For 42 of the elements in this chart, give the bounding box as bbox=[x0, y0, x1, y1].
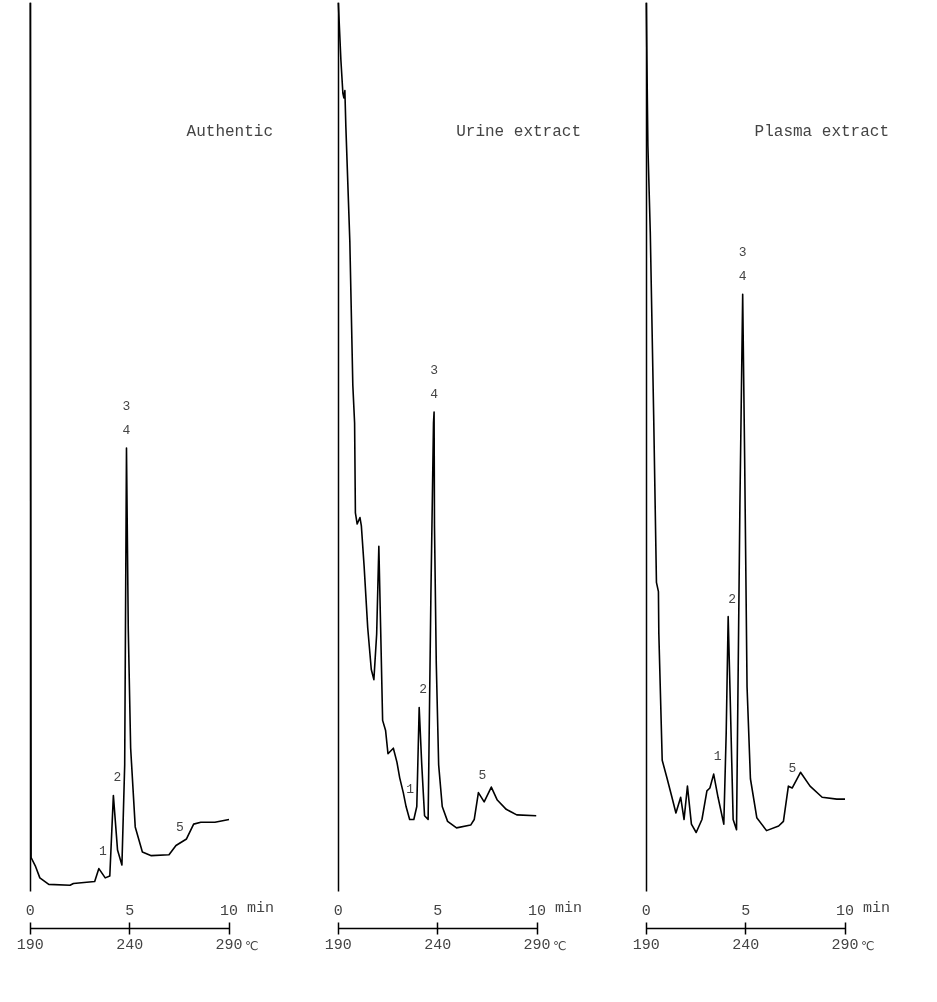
x-axis-title: min bbox=[555, 900, 583, 918]
x2-tick-label: 240 bbox=[424, 936, 452, 954]
x-tick-label: 5 bbox=[433, 903, 443, 921]
x-tick-label: 5 bbox=[741, 903, 751, 921]
x-tick-label: 0 bbox=[25, 903, 35, 921]
x2-tick-label: 290 bbox=[215, 936, 243, 954]
annotation: 4 bbox=[122, 423, 131, 439]
annotation: 1 bbox=[713, 749, 722, 765]
annotation: 1 bbox=[98, 843, 107, 859]
x2-axis-title: ℃ bbox=[553, 938, 567, 953]
annotation: 2 bbox=[728, 591, 737, 607]
x-axis-title: min bbox=[247, 900, 275, 918]
x-tick-label: 5 bbox=[125, 903, 135, 921]
x2-tick-label: 190 bbox=[324, 936, 352, 954]
text: Plasma extract bbox=[754, 122, 890, 141]
x-tick-label: 0 bbox=[333, 903, 343, 921]
x2-tick-label: 190 bbox=[16, 936, 44, 954]
annotation: 3 bbox=[430, 362, 438, 378]
annotation: 2 bbox=[113, 770, 122, 786]
x2-tick-label: 290 bbox=[523, 936, 551, 954]
annotation: 5 bbox=[176, 820, 184, 836]
x2-tick-label: 290 bbox=[831, 936, 859, 954]
text: Authentic bbox=[186, 122, 274, 141]
annotation: 1 bbox=[406, 781, 415, 797]
x-tick-label: 10 bbox=[220, 903, 239, 921]
text: Urine extract bbox=[456, 122, 582, 141]
annotation: 4 bbox=[738, 269, 747, 285]
annotation: 4 bbox=[430, 386, 439, 402]
x2-tick-label: 240 bbox=[116, 936, 144, 954]
x2-tick-label: 240 bbox=[732, 936, 760, 954]
annotation: 5 bbox=[788, 761, 797, 777]
x2-axis-title: ℃ bbox=[245, 938, 259, 953]
annotation: 3 bbox=[122, 399, 131, 415]
x2-axis-title: ℃ bbox=[861, 938, 875, 953]
x2-tick-label: 190 bbox=[632, 936, 660, 954]
x-tick-label: 0 bbox=[641, 903, 651, 921]
x-tick-label: 10 bbox=[528, 903, 547, 921]
annotation: 3 bbox=[738, 245, 747, 261]
annotation: 5 bbox=[478, 767, 487, 783]
annotation: 2 bbox=[419, 682, 428, 698]
x-tick-label: 10 bbox=[836, 903, 855, 921]
x-axis-title: min bbox=[863, 900, 891, 918]
